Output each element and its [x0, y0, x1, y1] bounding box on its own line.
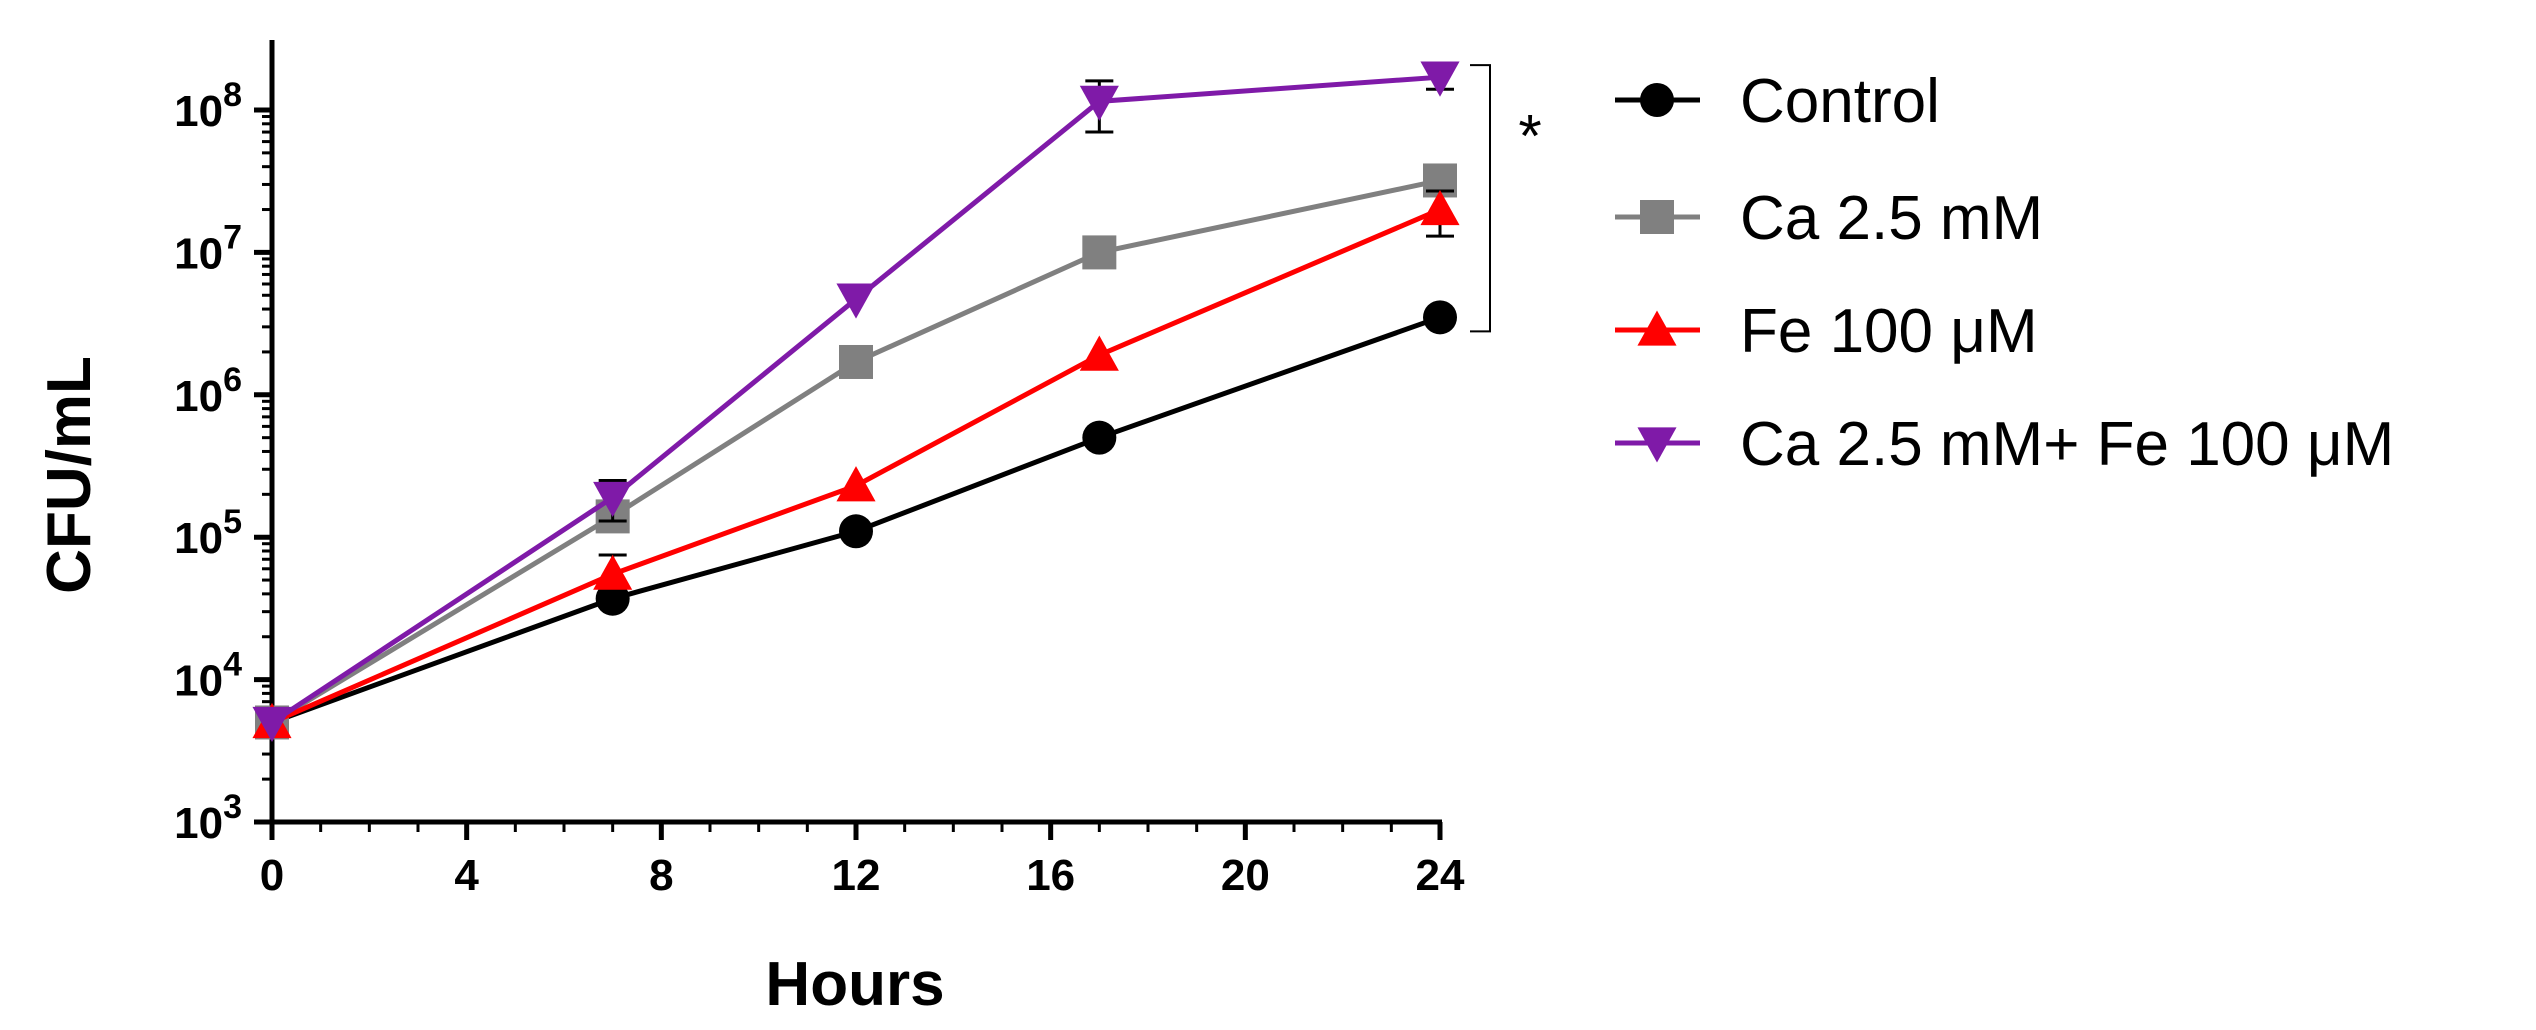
- legend-label: Ca 2.5 mM+ Fe 100 μM: [1740, 410, 2394, 479]
- x-tick-label: 16: [1026, 851, 1075, 900]
- series-3: [252, 61, 1460, 743]
- y-tick-exponent: 5: [223, 503, 242, 541]
- x-tick-label: 8: [649, 851, 673, 900]
- x-tick-label: 20: [1221, 851, 1270, 900]
- legend-item-2: Fe 100 μM: [1615, 297, 2038, 366]
- data-point: [1082, 420, 1117, 455]
- legend-item-0: Control: [1615, 67, 1940, 136]
- data-point: [1420, 61, 1460, 97]
- y-tick-exponent: 6: [223, 361, 242, 399]
- x-axis-ticks: 0 4 8 12 16 20 24: [260, 822, 1465, 900]
- data-point: [1420, 189, 1460, 226]
- legend-marker: [1640, 200, 1674, 234]
- y-tick-label: 108: [174, 76, 242, 136]
- y-axis-title: CFU/mL: [35, 356, 104, 594]
- data-point: [839, 514, 873, 549]
- data-point: [593, 481, 633, 518]
- y-tick-base: 10: [174, 514, 223, 563]
- legend: Control Ca 2.5 mM Fe 100 μM Ca 2.5 mM+ Fe 1…: [1615, 67, 2394, 479]
- y-tick-base: 10: [174, 799, 223, 848]
- axes: [269, 40, 1442, 825]
- y-tick-base: 10: [174, 229, 223, 278]
- y-tick-label: 105: [174, 503, 242, 563]
- y-tick-exponent: 8: [223, 76, 242, 114]
- significance-star: *: [1518, 102, 1541, 169]
- data-point: [252, 706, 292, 743]
- x-axis-title: Hours: [765, 950, 944, 1019]
- legend-item-1: Ca 2.5 mM: [1615, 184, 2043, 253]
- legend-label: Fe 100 μM: [1740, 297, 2038, 366]
- series-line: [270, 74, 1441, 725]
- x-tick-label: 24: [1416, 851, 1465, 900]
- data-point: [1079, 85, 1119, 121]
- legend-label: Control: [1740, 67, 1940, 136]
- y-tick-exponent: 4: [223, 646, 242, 684]
- y-tick-base: 10: [174, 87, 223, 136]
- y-tick-label: 103: [174, 788, 242, 848]
- y-tick-exponent: 7: [223, 218, 242, 256]
- data-point: [1423, 300, 1457, 335]
- y-tick-label: 107: [174, 218, 242, 278]
- data-point: [836, 283, 876, 319]
- y-tick-base: 10: [174, 372, 223, 421]
- legend-item-3: Ca 2.5 mM+ Fe 100 μM: [1615, 410, 2394, 479]
- series-line: [270, 178, 1441, 725]
- y-tick-label: 106: [174, 361, 242, 421]
- x-tick-label: 0: [260, 851, 284, 900]
- y-tick-base: 10: [174, 657, 223, 706]
- legend-marker: [1637, 310, 1677, 346]
- series-layer: [252, 61, 1460, 743]
- legend-label: Ca 2.5 mM: [1740, 184, 2043, 253]
- data-point: [1079, 335, 1119, 371]
- data-point: [1082, 235, 1117, 270]
- legend-marker: [1640, 83, 1674, 117]
- x-tick-label: 4: [454, 851, 479, 900]
- significance-bracket: [1470, 64, 1491, 333]
- significance-annotation: *: [1470, 64, 1542, 333]
- y-tick-label: 104: [174, 646, 242, 706]
- y-tick-exponent: 3: [223, 788, 242, 826]
- data-point: [593, 554, 633, 590]
- x-tick-label: 12: [832, 851, 881, 900]
- series-2: [252, 189, 1460, 739]
- data-point: [836, 466, 876, 502]
- data-point: [839, 344, 873, 379]
- legend-marker: [1637, 427, 1677, 463]
